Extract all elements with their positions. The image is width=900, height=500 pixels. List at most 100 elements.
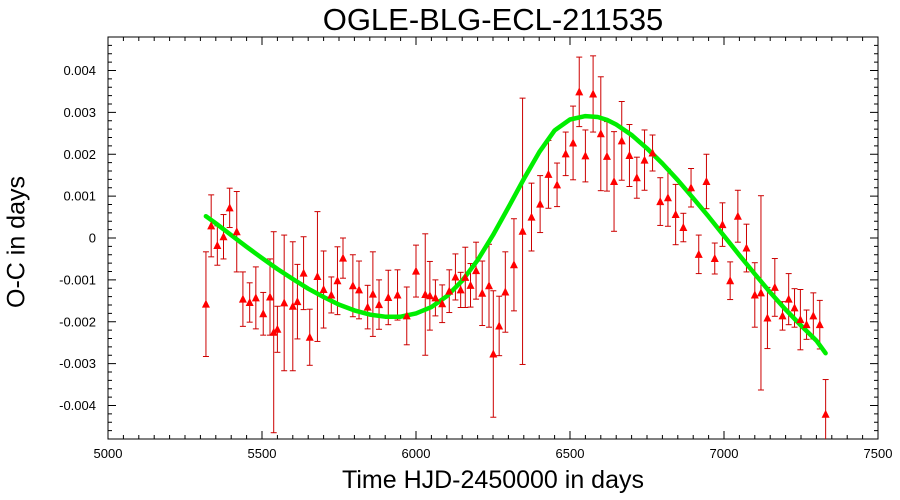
data-point — [501, 287, 510, 296]
data-point — [632, 173, 641, 182]
x-tick-label: 7000 — [710, 446, 739, 461]
y-tick-label: -0.004 — [59, 398, 96, 413]
chart-title: OGLE-BLG-ECL-211535 — [322, 2, 664, 37]
y-tick-label: -0.001 — [59, 272, 96, 287]
data-point — [402, 311, 411, 320]
data-point — [581, 151, 590, 160]
data-point — [575, 87, 584, 96]
data-point — [625, 151, 634, 160]
data-point — [694, 249, 703, 258]
data-point — [412, 266, 420, 275]
y-tick-label: 0.002 — [63, 147, 96, 162]
data-point — [299, 268, 308, 277]
data-point — [509, 260, 518, 269]
y-axis-label: O-C in days — [2, 176, 31, 308]
data-point — [790, 303, 799, 312]
data-point — [770, 282, 779, 291]
data-point — [802, 320, 811, 329]
data-points — [201, 87, 830, 418]
data-point — [679, 223, 688, 232]
data-point — [313, 272, 322, 281]
x-tick-label: 7500 — [864, 446, 893, 461]
data-point — [466, 280, 475, 289]
data-point — [778, 311, 787, 320]
y-tick-label: 0.003 — [63, 105, 96, 120]
data-point — [544, 169, 553, 178]
data-point — [495, 321, 504, 330]
data-point — [756, 288, 765, 297]
data-point — [784, 294, 793, 303]
x-tick-label: 5500 — [248, 446, 277, 461]
y-tick-label: 0 — [89, 231, 96, 246]
data-point — [259, 309, 268, 318]
data-point — [527, 212, 536, 221]
data-point — [207, 221, 216, 230]
data-point — [671, 210, 680, 219]
data-point — [702, 176, 711, 185]
y-tick-label: -0.003 — [59, 356, 96, 371]
data-point — [489, 349, 498, 358]
data-point — [796, 315, 805, 324]
data-point — [561, 149, 570, 158]
data-point — [518, 226, 527, 235]
data-point — [610, 176, 619, 185]
data-point — [363, 302, 372, 311]
data-point — [245, 297, 254, 306]
data-point — [484, 281, 493, 290]
data-point — [589, 89, 598, 98]
data-point — [733, 211, 742, 220]
data-point — [269, 327, 278, 336]
data-point — [663, 193, 672, 202]
data-point — [273, 324, 282, 333]
data-point — [251, 293, 260, 302]
data-point — [201, 299, 210, 308]
x-axis-label: Time HJD-2450000 in days — [342, 466, 644, 494]
data-point — [333, 276, 342, 285]
data-point — [421, 290, 430, 299]
data-point — [456, 285, 465, 294]
data-point — [425, 291, 434, 300]
data-point — [451, 272, 460, 281]
data-point — [305, 332, 314, 341]
data-point — [327, 290, 336, 299]
data-point — [319, 285, 328, 294]
data-point — [288, 301, 297, 310]
axis-ticks: 5000 5500 6000 6500 7000 7500 0.004 0.003 0.002 0… — [59, 36, 893, 461]
data-point — [742, 243, 751, 252]
data-point — [348, 281, 357, 290]
data-point — [656, 197, 665, 206]
data-point — [763, 313, 772, 322]
data-point — [648, 148, 657, 157]
data-point — [750, 290, 759, 299]
data-point — [461, 272, 470, 281]
x-tick-label: 5000 — [94, 446, 123, 461]
data-point — [384, 292, 393, 301]
data-point — [293, 297, 302, 306]
data-point — [225, 203, 234, 212]
data-point — [232, 227, 241, 236]
data-point — [553, 180, 562, 189]
data-point — [536, 199, 545, 208]
data-point — [809, 311, 818, 320]
data-point — [355, 285, 364, 294]
y-tick-label: -0.002 — [59, 314, 96, 329]
data-point — [393, 290, 402, 299]
data-point — [266, 292, 275, 301]
data-point — [726, 276, 735, 285]
fit-curve-layer — [203, 113, 828, 356]
data-point — [368, 289, 377, 298]
data-point — [445, 286, 454, 295]
data-point — [238, 294, 247, 303]
data-point — [569, 138, 578, 147]
data-point — [472, 266, 481, 275]
x-tick-label: 6500 — [556, 446, 585, 461]
data-point — [815, 320, 824, 329]
fit-curve — [203, 113, 828, 356]
x-tick-label: 6000 — [402, 446, 431, 461]
data-point — [821, 409, 830, 418]
data-point — [710, 254, 719, 263]
data-point — [280, 298, 289, 307]
data-point — [687, 183, 696, 192]
data-point — [718, 220, 727, 229]
